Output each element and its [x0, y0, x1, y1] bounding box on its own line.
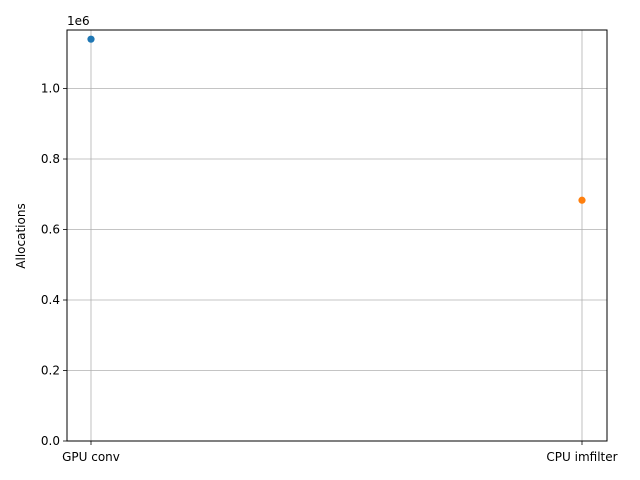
data-point	[87, 35, 95, 43]
y-tick-label: 0.4	[41, 293, 60, 307]
y-tick-label: 0.2	[41, 364, 60, 378]
y-tick-label: 0.6	[41, 223, 60, 237]
x-tick-label: GPU conv	[62, 450, 120, 464]
x-tick-label: CPU imfilter	[546, 450, 617, 464]
data-points	[87, 35, 586, 204]
plot-frame	[66, 29, 608, 442]
y-tick-label: 1.0	[41, 82, 60, 96]
grid	[67, 30, 607, 442]
y-tick-label: 0.8	[41, 152, 60, 166]
y-tick-label: 0.0	[41, 434, 60, 448]
y-axis-ticks: 0.0 0.2 0.4 0.6 0.8 1.0	[41, 82, 67, 448]
y-axis-label: Allocations	[14, 203, 28, 268]
data-point	[578, 196, 586, 204]
y-offset-label: 1e6	[67, 14, 90, 28]
x-axis-ticks: GPU conv CPU imfilter	[62, 441, 618, 464]
